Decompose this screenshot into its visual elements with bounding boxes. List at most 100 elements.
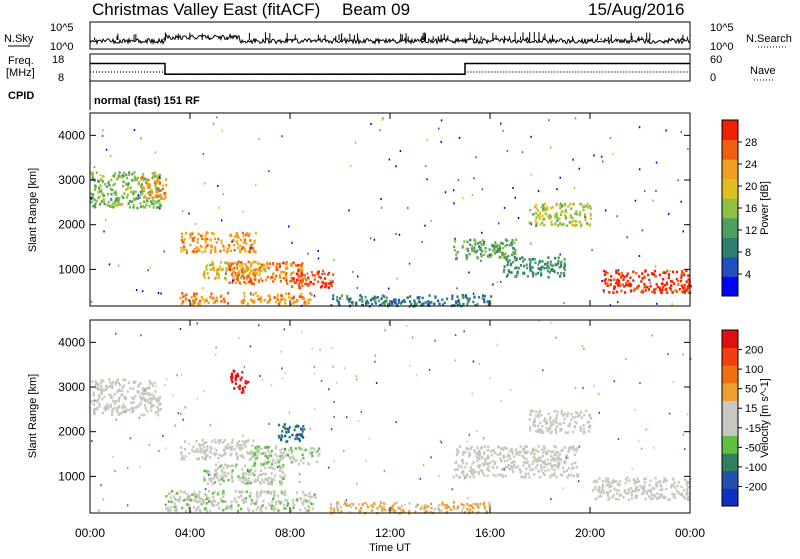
x-tick-label: 08:00 xyxy=(275,526,305,540)
heatmap-cell xyxy=(234,377,237,380)
heatmap-speck xyxy=(225,507,227,510)
heatmap-cell xyxy=(497,243,500,247)
heatmap-cell xyxy=(649,488,652,492)
heatmap-speck xyxy=(674,486,677,489)
heatmap-cell xyxy=(195,448,199,451)
heatmap-cell xyxy=(142,393,145,396)
heatmap-cell xyxy=(212,232,215,236)
heatmap-cell xyxy=(381,505,384,509)
heatmap-cell xyxy=(556,214,559,218)
heatmap-cell xyxy=(661,282,664,285)
heatmap-cell xyxy=(554,222,557,225)
heatmap-cell xyxy=(522,456,525,460)
heatmap-cell xyxy=(240,507,243,511)
heatmap-cell xyxy=(572,474,576,478)
heatmap-cell xyxy=(97,383,100,386)
heatmap-cell xyxy=(605,480,608,483)
heatmap-speck xyxy=(165,378,168,381)
heatmap-cell xyxy=(565,469,568,472)
heatmap-cell xyxy=(229,234,233,237)
heatmap-speck xyxy=(559,253,561,256)
heatmap-cell xyxy=(278,436,281,439)
heatmap-cell xyxy=(554,417,557,421)
heatmap-cell xyxy=(115,400,118,403)
heatmap-cell xyxy=(686,488,689,491)
heatmap-cell xyxy=(508,259,511,262)
heatmap-cell xyxy=(481,297,484,300)
heatmap-cell xyxy=(465,255,468,259)
heatmap-cell xyxy=(340,294,344,297)
heatmap-speck xyxy=(440,140,442,143)
heatmap-cell xyxy=(586,206,589,209)
heatmap-cell xyxy=(574,415,577,419)
heatmap-cell xyxy=(262,472,265,475)
heatmap-cell xyxy=(302,273,305,277)
heatmap-cell xyxy=(233,243,236,247)
heatmap-cell xyxy=(687,496,690,499)
heatmap-cell xyxy=(689,284,692,288)
heatmap-cell xyxy=(287,502,290,505)
heatmap-cell xyxy=(413,301,416,305)
heatmap-speck xyxy=(381,118,383,121)
heatmap-cell xyxy=(658,273,661,277)
heatmap-speck xyxy=(388,321,390,324)
heatmap-cell xyxy=(200,296,203,299)
heatmap-cell xyxy=(658,495,661,498)
heatmap-cell xyxy=(258,448,261,451)
heatmap-cell xyxy=(580,416,583,420)
heatmap-cell xyxy=(387,303,390,306)
heatmap-cell xyxy=(256,478,260,482)
heatmap-cell xyxy=(161,184,165,187)
heatmap-cell xyxy=(663,283,666,287)
heatmap-cell xyxy=(259,469,262,472)
heatmap-cell xyxy=(204,498,207,501)
heatmap-cell xyxy=(567,424,570,427)
heatmap-speck xyxy=(356,482,358,485)
heatmap-speck xyxy=(643,190,646,193)
heatmap-cell xyxy=(471,244,474,248)
heatmap-cell xyxy=(128,173,131,176)
heatmap-cell xyxy=(278,302,281,306)
heatmap-cell xyxy=(115,191,118,194)
heatmap-cell xyxy=(563,264,566,267)
heatmap-cell xyxy=(582,208,585,212)
heatmap-cell xyxy=(545,452,548,456)
heatmap-cell xyxy=(298,284,301,288)
heatmap-cell xyxy=(287,292,290,295)
heatmap-cell xyxy=(389,506,393,510)
heatmap-cell xyxy=(202,298,205,302)
heatmap-cell xyxy=(564,215,568,219)
heatmap-cell xyxy=(574,461,577,465)
heatmap-cell xyxy=(662,285,665,289)
heatmap-cell xyxy=(588,413,591,417)
colorbar-tick-label: 4 xyxy=(745,269,751,281)
heatmap-cell xyxy=(204,234,207,237)
heatmap-cell xyxy=(97,186,101,190)
heatmap-cell xyxy=(370,509,373,512)
heatmap-speck xyxy=(430,219,432,222)
heatmap-cell xyxy=(603,273,606,276)
heatmap-cell xyxy=(423,504,426,507)
heatmap-cell xyxy=(230,452,233,456)
heatmap-cell xyxy=(523,476,526,479)
heatmap-cell xyxy=(242,241,245,244)
heatmap-cell xyxy=(456,448,459,451)
heatmap-cell xyxy=(198,302,201,306)
heatmap-cell xyxy=(468,469,471,472)
heatmap-cell xyxy=(528,418,531,421)
heatmap-cell xyxy=(203,270,206,274)
heatmap-cell xyxy=(429,502,433,506)
nsearch-tick-bottom: 10^0 xyxy=(710,41,734,53)
heatmap-cell xyxy=(118,388,121,391)
heatmap-cell xyxy=(569,221,572,225)
heatmap-cell xyxy=(224,270,227,274)
heatmap-cell xyxy=(130,200,133,203)
heatmap-cell xyxy=(627,492,630,495)
heatmap-cell xyxy=(358,510,361,513)
heatmap-cell xyxy=(670,486,673,489)
y-tick-label: 4000 xyxy=(58,335,85,349)
heatmap-cell xyxy=(456,295,459,298)
heatmap-cell xyxy=(94,205,97,209)
heatmap-cell xyxy=(94,188,97,191)
